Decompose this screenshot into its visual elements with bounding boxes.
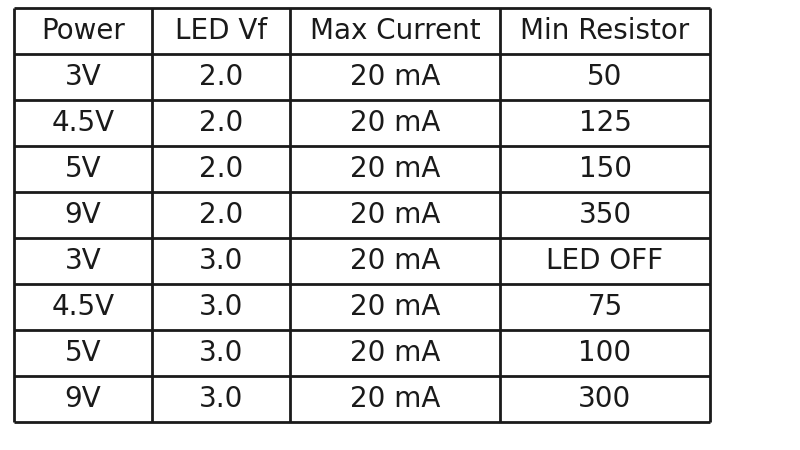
Text: 9V: 9V bbox=[65, 385, 102, 413]
Text: 20 mA: 20 mA bbox=[350, 155, 440, 183]
Text: 4.5V: 4.5V bbox=[51, 293, 114, 321]
Text: 3.0: 3.0 bbox=[199, 385, 243, 413]
Text: 3V: 3V bbox=[65, 63, 102, 91]
Text: 20 mA: 20 mA bbox=[350, 63, 440, 91]
Text: 2.0: 2.0 bbox=[199, 63, 243, 91]
Text: 2.0: 2.0 bbox=[199, 201, 243, 229]
Text: 3.0: 3.0 bbox=[199, 293, 243, 321]
Text: 2.0: 2.0 bbox=[199, 109, 243, 137]
Text: 3.0: 3.0 bbox=[199, 339, 243, 367]
Text: 20 mA: 20 mA bbox=[350, 247, 440, 275]
Text: 9V: 9V bbox=[65, 201, 102, 229]
Text: 350: 350 bbox=[578, 201, 631, 229]
Text: 5V: 5V bbox=[65, 339, 102, 367]
Text: 75: 75 bbox=[587, 293, 622, 321]
Text: 5V: 5V bbox=[65, 155, 102, 183]
Text: 125: 125 bbox=[578, 109, 631, 137]
Text: 20 mA: 20 mA bbox=[350, 339, 440, 367]
Text: 20 mA: 20 mA bbox=[350, 385, 440, 413]
Text: 50: 50 bbox=[587, 63, 622, 91]
Text: 20 mA: 20 mA bbox=[350, 201, 440, 229]
Text: Max Current: Max Current bbox=[310, 17, 480, 45]
Text: 20 mA: 20 mA bbox=[350, 109, 440, 137]
Text: LED OFF: LED OFF bbox=[546, 247, 663, 275]
Text: 2.0: 2.0 bbox=[199, 155, 243, 183]
Text: LED Vf: LED Vf bbox=[175, 17, 267, 45]
Text: Min Resistor: Min Resistor bbox=[520, 17, 690, 45]
Text: 4.5V: 4.5V bbox=[51, 109, 114, 137]
Text: 3V: 3V bbox=[65, 247, 102, 275]
Text: Power: Power bbox=[41, 17, 125, 45]
Text: 300: 300 bbox=[578, 385, 632, 413]
Text: 100: 100 bbox=[578, 339, 631, 367]
Text: 20 mA: 20 mA bbox=[350, 293, 440, 321]
Text: 3.0: 3.0 bbox=[199, 247, 243, 275]
Text: 150: 150 bbox=[578, 155, 631, 183]
